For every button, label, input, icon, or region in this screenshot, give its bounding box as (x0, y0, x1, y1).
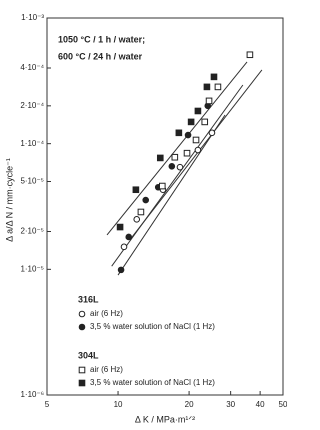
point (194, 146, 202, 154)
x-tick-label: 50 (279, 400, 287, 409)
point (184, 131, 192, 139)
point (117, 266, 125, 274)
legend-label: air (6 Hz) (90, 365, 123, 374)
legend-label: 3,5 % water solution of NaCl (1 Hz) (90, 378, 215, 387)
y-tick-label: 2·10⁻⁴ (20, 101, 44, 110)
point (183, 149, 191, 157)
x-tick-label: 20 (185, 400, 194, 409)
y-tick-label: 1·10⁻³ (21, 13, 44, 22)
point (137, 208, 145, 216)
point (168, 163, 176, 170)
y-tick-label: 1·10⁻⁶ (20, 390, 44, 399)
x-tick-label: 30 (226, 400, 235, 409)
x-tick-label: 10 (114, 400, 123, 409)
point (132, 186, 140, 194)
legend-marker (78, 379, 86, 387)
annotation: 600 °C / 24 h / water (58, 51, 143, 61)
fit-line (106, 61, 248, 236)
fit-line (117, 114, 226, 276)
y-tick-label: 5·10⁻⁵ (20, 177, 44, 186)
y-tick-label: 2·10⁻⁵ (20, 227, 44, 236)
y-tick-label: 4·10⁻⁴ (20, 63, 44, 72)
point (158, 182, 166, 190)
point (201, 118, 209, 126)
plot-frame (46, 17, 284, 396)
fit-line (129, 69, 263, 241)
legend-marker (78, 323, 86, 331)
point (208, 129, 216, 137)
point (142, 196, 150, 204)
point (205, 97, 213, 105)
legend-label: air (6 Hz) (90, 309, 123, 318)
point (120, 243, 128, 251)
legend-marker (78, 366, 86, 374)
legend-marker (78, 310, 86, 318)
point (187, 118, 195, 126)
y-axis-label: Δ a/Δ N / mm·cycle⁻¹ (4, 158, 14, 242)
point (156, 154, 164, 162)
y-tick-label: 1·10⁻⁴ (20, 139, 44, 148)
legend-label: 3,5 % water solution of NaCl (1 Hz) (90, 322, 215, 331)
point (133, 216, 141, 223)
point (171, 153, 179, 161)
point (116, 223, 124, 231)
x-tick-label: 40 (256, 400, 265, 409)
point (175, 129, 183, 137)
point (194, 107, 202, 115)
x-axis-label: Δ K / MPa·m¹ᐟ² (135, 414, 195, 424)
legend-group: 304L (78, 350, 99, 360)
x-tick-label: 5 (45, 400, 50, 409)
point (176, 163, 184, 171)
y-tick-label: 1·10⁻⁵ (20, 264, 44, 273)
annotation: 1050 °C / 1 h / water; (58, 34, 145, 44)
point (192, 136, 200, 144)
point (125, 233, 133, 241)
legend-group: 316L (78, 294, 99, 304)
fit-line (111, 84, 244, 267)
point (203, 83, 211, 91)
chart: 1050 °C / 1 h / water; 600 °C / 24 h / w… (4, 13, 287, 424)
point (246, 51, 254, 59)
point (214, 83, 222, 91)
point (210, 73, 218, 81)
